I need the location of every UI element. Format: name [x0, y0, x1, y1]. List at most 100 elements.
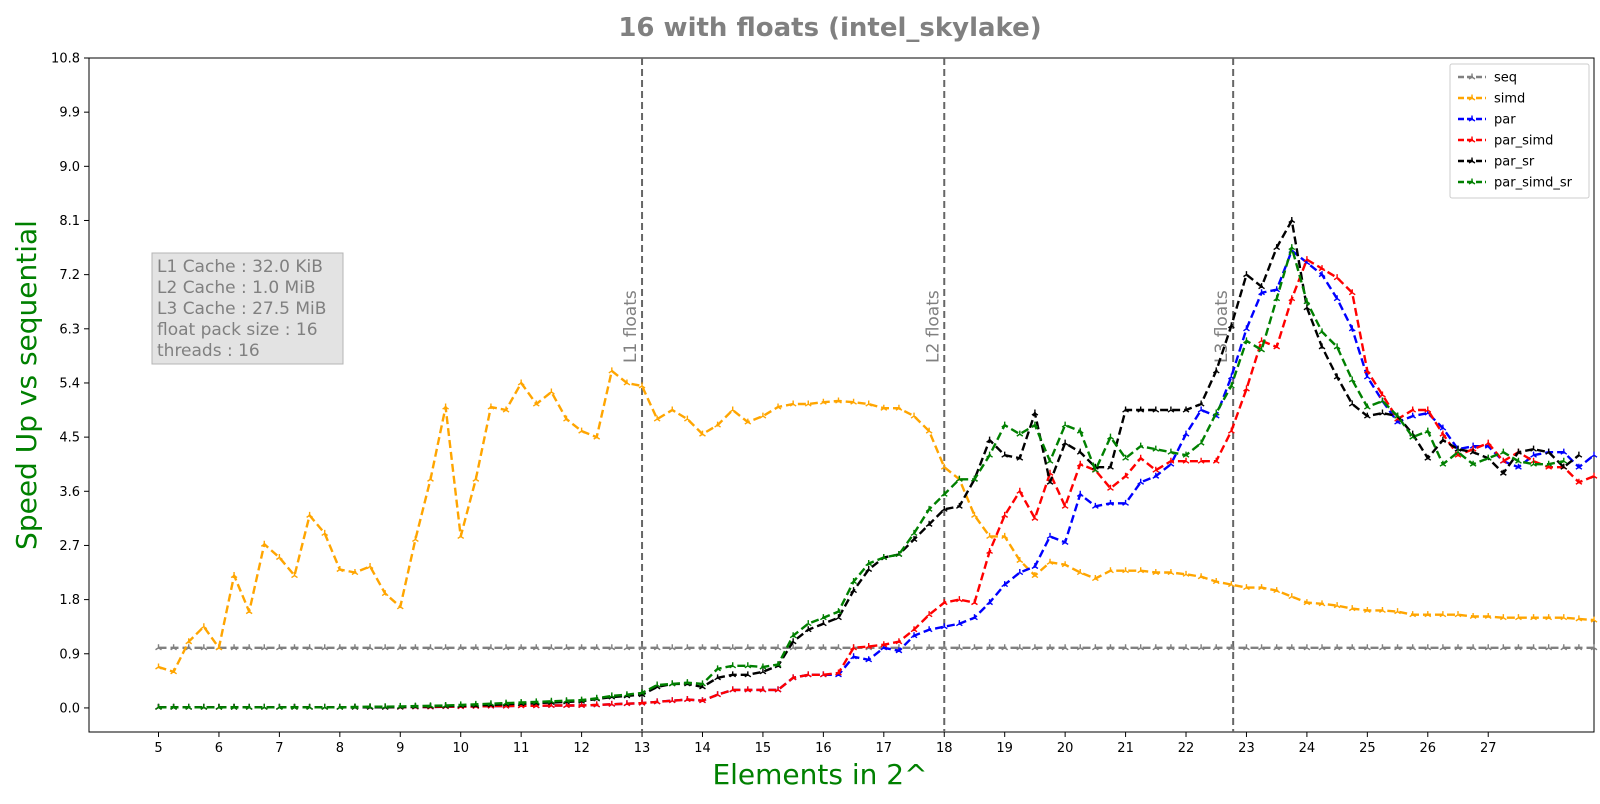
data-point-seq: [1031, 644, 1039, 651]
data-point-par: [1152, 472, 1160, 479]
data-point-simd: [1318, 600, 1326, 607]
data-point-par_simd_sr: [185, 703, 193, 710]
x-tick-label: 20: [1057, 741, 1074, 756]
data-point-seq: [1107, 644, 1114, 651]
data-point-par_simd_sr: [321, 703, 329, 710]
data-point-par_simd: [1575, 478, 1583, 485]
data-point-par_sr: [1303, 304, 1311, 311]
data-point-par_simd_sr: [1303, 298, 1311, 305]
data-point-par_simd: [1167, 457, 1175, 464]
data-point-par_simd_sr: [638, 689, 646, 696]
data-point-simd: [925, 427, 933, 434]
data-point-seq: [683, 644, 691, 651]
data-point-par_simd: [880, 641, 888, 648]
data-point-par_simd: [593, 701, 601, 708]
data-point-par_simd_sr: [1469, 460, 1477, 467]
data-point-seq: [155, 644, 162, 651]
data-point-seq: [1575, 644, 1583, 651]
data-point-par_simd_sr: [1167, 448, 1175, 455]
data-point-simd: [381, 590, 389, 597]
data-point-simd: [1212, 578, 1220, 585]
data-point-simd: [336, 566, 344, 573]
axes: [88, 57, 1595, 733]
data-point-par: [971, 614, 978, 621]
data-point-par_simd_sr: [744, 662, 752, 669]
y-tick-label: 5.4: [59, 376, 80, 391]
data-point-simd: [230, 572, 238, 579]
data-point-par_simd_sr: [774, 661, 782, 668]
data-point-par_sr: [1227, 322, 1235, 329]
legend-label-par_simd: par_simd: [1494, 134, 1553, 149]
data-point-par_simd: [1016, 487, 1024, 494]
data-point-par_sr: [819, 620, 827, 627]
data-point-par: [1258, 289, 1265, 296]
data-point-simd: [1394, 608, 1401, 615]
data-point-seq: [336, 644, 344, 651]
data-point-simd: [1167, 569, 1175, 576]
data-point-par_simd: [1212, 457, 1220, 464]
data-point-par_simd: [1152, 466, 1160, 473]
data-point-seq: [1348, 644, 1356, 651]
data-point-par_simd_sr: [155, 703, 162, 710]
data-point-simd: [1439, 611, 1447, 618]
data-point-simd: [1107, 567, 1114, 574]
data-point-par_simd_sr: [1001, 421, 1009, 428]
data-point-par_simd_sr: [336, 703, 344, 710]
data-point-par_simd_sr: [487, 700, 495, 707]
data-point-par_simd: [1499, 457, 1507, 464]
data-point-seq: [1318, 644, 1326, 651]
data-point-par_sr: [850, 587, 857, 594]
data-point-simd: [1076, 569, 1084, 576]
data-point-simd: [850, 398, 857, 405]
data-point-seq: [1439, 644, 1447, 651]
data-point-par_sr: [744, 671, 752, 678]
data-point-par_simd_sr: [804, 620, 812, 627]
data-point-simd: [1515, 614, 1522, 621]
data-point-par_simd_sr: [1454, 448, 1462, 455]
data-point-simd: [1379, 606, 1386, 614]
data-point-par_sr: [1258, 283, 1265, 290]
data-point-seq: [1590, 644, 1598, 651]
data-point-par_simd_sr: [1182, 451, 1190, 458]
x-tick-label: 27: [1480, 741, 1497, 756]
data-point-simd: [1590, 616, 1598, 623]
series-line-par_simd_sr: [158, 246, 1565, 709]
data-point-simd: [276, 553, 283, 561]
data-point-par_simd_sr: [986, 451, 993, 458]
data-point-par_simd: [819, 671, 827, 678]
data-point-par_simd_sr: [1318, 328, 1326, 335]
data-point-par_simd_sr: [1061, 421, 1069, 428]
data-point-par_sr: [804, 626, 812, 633]
data-point-par_sr: [1348, 400, 1356, 407]
data-point-par: [1333, 295, 1341, 302]
y-tick-label: 7.2: [59, 268, 80, 283]
data-point-simd: [1530, 614, 1537, 621]
data-point-par_simd: [1137, 454, 1145, 461]
data-point-seq: [1333, 644, 1341, 651]
data-point-par: [1363, 373, 1371, 380]
data-point-seq: [547, 644, 555, 651]
data-point-par_simd: [865, 643, 873, 650]
cache-vline-label: L3 floats: [1212, 290, 1232, 363]
data-point-seq: [955, 644, 963, 651]
data-point-par_simd_sr: [260, 703, 268, 710]
data-point-simd: [714, 421, 721, 428]
data-point-par_simd_sr: [880, 553, 888, 561]
data-point-par_simd_sr: [1212, 409, 1220, 416]
data-point-seq: [532, 644, 540, 651]
data-point-par_sr: [940, 505, 948, 512]
data-point-par_simd: [1076, 460, 1084, 467]
data-point-simd: [170, 668, 178, 675]
data-point-par_simd_sr: [1152, 445, 1160, 452]
data-point-par_sr: [729, 671, 737, 678]
x-tick-label: 18: [936, 741, 953, 756]
series-line-simd: [158, 369, 1595, 673]
data-point-seq: [699, 644, 706, 651]
data-point-par_simd: [1363, 367, 1371, 374]
data-point-par_simd_sr: [1031, 421, 1039, 428]
data-point-seq: [759, 644, 767, 651]
data-point-seq: [638, 644, 646, 651]
data-point-par: [1016, 569, 1024, 576]
data-point-par: [1575, 463, 1583, 470]
data-point-par_sr: [1152, 406, 1160, 413]
